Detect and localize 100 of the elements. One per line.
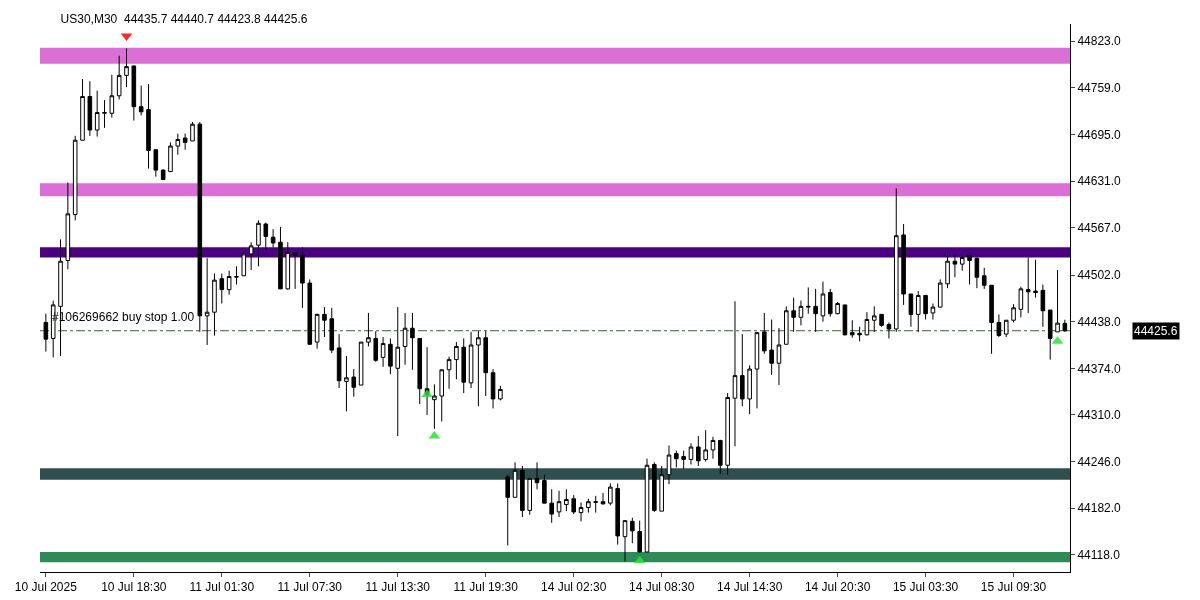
candlestick	[967, 254, 972, 286]
candlestick	[937, 278, 943, 308]
candlestick	[959, 256, 965, 272]
candlestick	[820, 281, 826, 323]
y-tick-label: 44695.0	[1077, 127, 1122, 142]
candlestick	[1011, 303, 1016, 323]
candlestick	[80, 78, 85, 141]
candlestick	[490, 368, 496, 409]
candlestick	[300, 246, 305, 309]
candlestick	[182, 133, 188, 151]
x-tick-label: 14 Jul 14:30	[716, 580, 783, 595]
candlestick	[608, 482, 613, 506]
candlestick	[248, 241, 254, 271]
candlestick	[754, 332, 760, 409]
y-tick-label: 44182.0	[1077, 501, 1122, 516]
y-tick-label: 44567.0	[1077, 220, 1122, 235]
candlestick	[234, 265, 239, 286]
candlestick	[380, 336, 386, 368]
candlestick	[292, 251, 298, 290]
x-tick-label: 15 Jul 03:30	[892, 580, 959, 595]
candlestick	[212, 273, 217, 337]
candlestick	[138, 85, 144, 116]
text: 44425.6	[1134, 324, 1178, 338]
candlestick	[1025, 257, 1031, 314]
candlestick	[571, 494, 576, 515]
candlestick	[226, 270, 232, 296]
candlestick	[124, 47, 129, 88]
candlestick	[351, 368, 357, 398]
candlestick	[285, 241, 291, 291]
candlestick	[945, 250, 950, 289]
candlestick	[131, 65, 137, 122]
candlestick	[65, 182, 71, 270]
candlestick	[871, 305, 877, 333]
candlestick	[505, 474, 511, 546]
candlestick	[849, 319, 855, 339]
point	[421, 389, 433, 398]
x-tick-label: 10 Jul 2025	[14, 580, 78, 595]
candlestick	[1040, 284, 1046, 328]
candlestick	[784, 305, 789, 345]
y-tick-label: 44374.0	[1077, 361, 1122, 376]
candlestick	[893, 187, 899, 333]
y-tick-label: 44631.0	[1077, 174, 1122, 189]
x-tick-label: 11 Jul 07:30	[277, 580, 343, 595]
candlestick	[175, 133, 181, 156]
candlestick	[1033, 259, 1038, 299]
candlestick	[725, 392, 730, 476]
candlestick	[454, 341, 459, 380]
candlestick	[336, 333, 342, 389]
candlestick	[930, 302, 936, 320]
candlestick	[160, 168, 166, 181]
candlestick	[593, 495, 598, 514]
candlestick	[461, 337, 467, 394]
candlestick	[476, 330, 481, 407]
candlestick	[864, 311, 870, 337]
candlestick	[358, 341, 364, 386]
candlestick	[989, 284, 994, 355]
candlestick	[637, 520, 642, 554]
candlestick	[696, 435, 701, 467]
x-tick-label: 14 Jul 08:30	[628, 580, 695, 595]
x-tick-label: 11 Jul 19:30	[453, 580, 519, 595]
x-tick-label: 14 Jul 02:30	[540, 580, 607, 595]
candlestick	[842, 304, 848, 337]
y-tick-label: 44438.0	[1077, 314, 1122, 329]
x-tick-label: 14 Jul 20:30	[804, 580, 871, 595]
candlestick	[402, 312, 408, 366]
candlestick	[762, 312, 767, 355]
candlestick	[813, 288, 818, 333]
candlestick	[43, 313, 49, 353]
candlestick	[908, 293, 914, 328]
candlestick	[879, 313, 884, 328]
candlestick	[116, 55, 122, 100]
candlestick	[439, 369, 445, 423]
y-tick-label: 44246.0	[1077, 454, 1122, 469]
candlestick	[776, 327, 782, 386]
candlestick	[886, 321, 892, 339]
candlestick	[630, 517, 635, 544]
candlestick	[417, 337, 423, 405]
candlestick	[556, 490, 562, 518]
x-tick-label: 11 Jul 13:30	[365, 580, 431, 595]
candlestick	[915, 290, 921, 333]
candlestick	[395, 306, 401, 437]
candlestick	[1003, 319, 1009, 338]
candlestick	[278, 226, 283, 290]
candlestick	[666, 445, 672, 485]
candlestick	[974, 257, 980, 289]
candlestick	[329, 307, 335, 354]
candlestick	[718, 439, 723, 475]
candlestick	[857, 326, 862, 342]
candlestick	[681, 450, 686, 470]
candlestick	[219, 273, 225, 304]
candlestick	[314, 313, 320, 350]
candlestick	[102, 99, 107, 129]
y-tick-label: 44118.0	[1077, 548, 1121, 563]
candlestick	[710, 436, 716, 460]
candlestick	[732, 300, 738, 447]
candlestick	[791, 297, 796, 333]
candlestick	[901, 223, 906, 306]
candlestick	[153, 149, 159, 178]
candlestick	[263, 222, 269, 251]
candlestick	[996, 313, 1002, 338]
